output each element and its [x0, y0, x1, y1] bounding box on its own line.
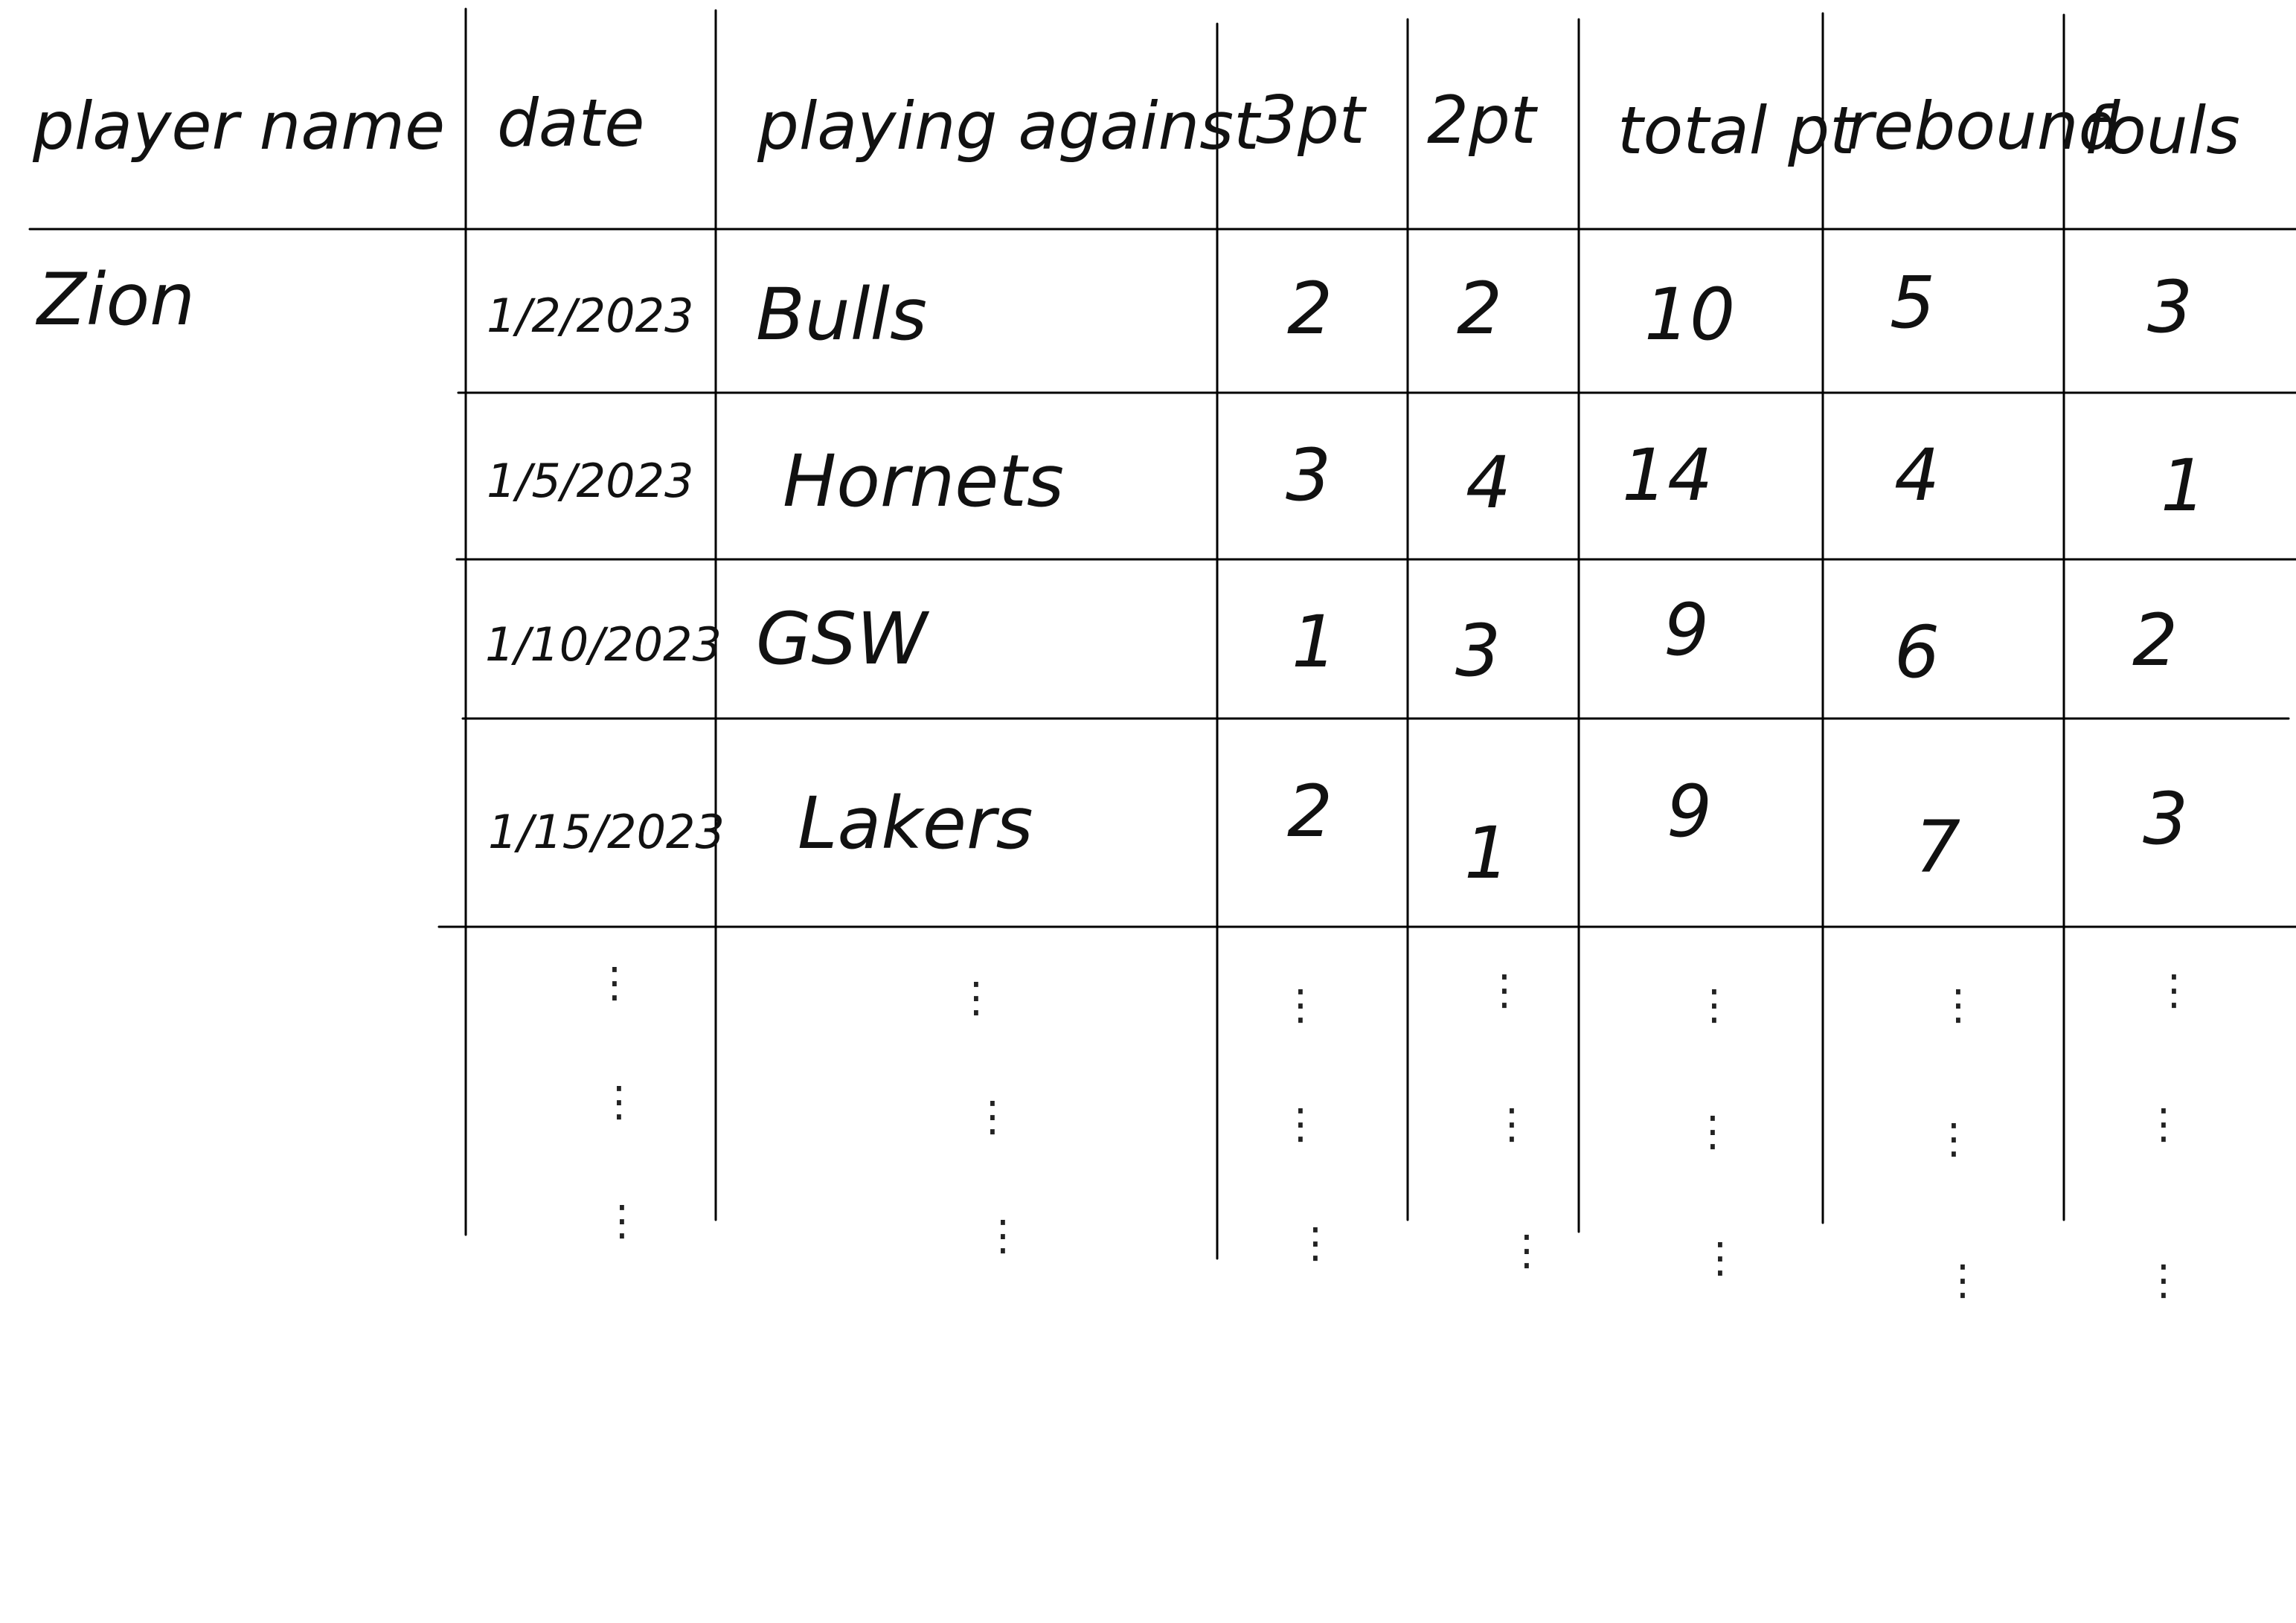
row-4-rebound: 7 — [1915, 806, 1960, 889]
row-4-2pt: 1 — [1464, 812, 1510, 895]
row-1-opponent: Bulls — [756, 273, 927, 356]
row-3-opponent: GSW — [756, 597, 929, 681]
continuation-dot: ⋮ — [1491, 1100, 1533, 1148]
row-1-rebound: 5 — [1890, 261, 1935, 344]
header-player-name: player name — [32, 88, 445, 164]
row-2-2pt: 4 — [1466, 441, 1511, 524]
continuation-dot: ⋮ — [1699, 1234, 1741, 1282]
continuation-dot: ⋮ — [972, 1093, 1013, 1141]
continuation-dot: ⋮ — [594, 959, 635, 1007]
continuation-dot: ⋮ — [1280, 1100, 1321, 1148]
row-1-2pt: 2 — [1457, 267, 1502, 350]
row-3-date: 1/10/2023 — [485, 617, 722, 672]
row-3-fouls: 2 — [2132, 599, 2178, 682]
continuation-dots: ⋮ ⋮ ⋮ ⋮ ⋮ ⋮ ⋮ ⋮ ⋮ ⋮ ⋮ ⋮ ⋮ ⋮ ⋮ ⋮ ⋮ ⋮ ⋮ ⋮ … — [594, 959, 2195, 1305]
continuation-dot: ⋮ — [1937, 981, 1979, 1029]
continuation-dot: ⋮ — [1942, 1256, 1984, 1305]
continuation-dot: ⋮ — [2153, 966, 2195, 1015]
row-2-date: 1/5/2023 — [487, 454, 693, 508]
row-1-3pt: 2 — [1287, 267, 1333, 350]
row-4-fouls: 3 — [2143, 777, 2188, 861]
continuation-dot: ⋮ — [1295, 1219, 1336, 1267]
continuation-dot: ⋮ — [1693, 981, 1735, 1029]
continuation-dot: ⋮ — [601, 1197, 643, 1245]
header-3pt: 3pt — [1256, 82, 1367, 158]
row-3-3pt: 1 — [1292, 600, 1337, 684]
continuation-dot: ⋮ — [2143, 1256, 2184, 1305]
row-4-total: 9 — [1667, 770, 1712, 853]
row-2-opponent: Hornets — [783, 440, 1064, 523]
continuation-dot: ⋮ — [1506, 1227, 1548, 1275]
row-2-rebound: 4 — [1894, 434, 1940, 517]
row-2-3pt: 3 — [1286, 434, 1331, 517]
header-rebound: rebound — [1847, 88, 2121, 164]
row-2-fouls: 1 — [2161, 444, 2206, 527]
header-playing-against: playing against — [757, 88, 1262, 164]
row-2-total: 14 — [1622, 434, 1713, 517]
row-1-total: 10 — [1644, 273, 1735, 356]
continuation-dot: ⋮ — [2143, 1100, 2184, 1148]
continuation-dot: ⋮ — [1933, 1115, 1975, 1163]
player-name-cell: Zion — [35, 258, 195, 341]
row-4-date: 1/15/2023 — [488, 805, 725, 859]
row-3-total: 9 — [1664, 588, 1709, 672]
row-4-opponent: Lakers — [798, 782, 1033, 865]
row-1-date: 1/2/2023 — [487, 289, 693, 343]
header-total-pt: total pt — [1617, 92, 1858, 169]
header-2pt: 2pt — [1427, 82, 1539, 158]
row-4-3pt: 2 — [1287, 770, 1333, 853]
header-fouls: fouls — [2083, 92, 2240, 169]
continuation-dot: ⋮ — [982, 1212, 1024, 1260]
continuation-dot: ⋮ — [955, 974, 997, 1022]
continuation-dot: ⋮ — [1484, 966, 1525, 1015]
header-date: date — [497, 85, 644, 161]
continuation-dot: ⋮ — [598, 1078, 640, 1126]
row-3-rebound: 6 — [1894, 611, 1940, 694]
continuation-dot: ⋮ — [1280, 981, 1321, 1029]
row-1-fouls: 3 — [2147, 266, 2193, 349]
row-3-2pt: 3 — [1455, 609, 1501, 692]
continuation-dot: ⋮ — [1692, 1108, 1734, 1156]
